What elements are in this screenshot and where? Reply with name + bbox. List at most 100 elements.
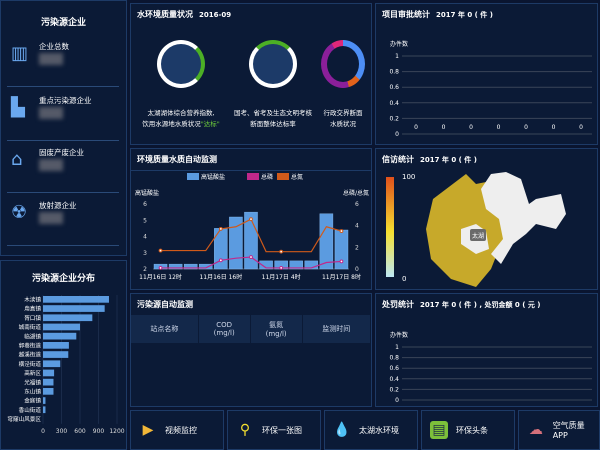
y-tick-label: 0.8 (389, 69, 399, 76)
data-point (218, 258, 223, 263)
y-axis-right-label: 总磷/总氮 (343, 189, 369, 197)
category-label: 郭巷街道 (19, 342, 42, 350)
bar (43, 332, 77, 340)
y-axis-left-label: 高锰酸盐 (135, 189, 159, 197)
gauge-1-caption: 太湖湖体综合营养指数, 饮用水源地水质状况"达标" (142, 109, 220, 128)
building-icon: ▥ (11, 43, 29, 64)
warning-building-icon: ▙ (11, 97, 25, 118)
project-sub: 2017 年 0 ( 件 ) (436, 11, 493, 19)
donut-caption: 行政交界断面 水质状况 (323, 109, 363, 128)
legend-max: 100 (402, 173, 416, 181)
source-table: 站点名称 COD (mg/l) 氨氮 (mg/l) 监测时间 (131, 315, 372, 343)
water-title: 水环境质量状况 (137, 10, 193, 19)
distribution-title: 污染源企业分布 (31, 274, 95, 284)
lake-label: 太湖 (472, 232, 484, 240)
data-point (218, 227, 223, 231)
legend-label: 高锰酸盐 (201, 173, 225, 181)
category-label: 甪直镇 (24, 305, 41, 313)
x-tick-label: 600 (74, 428, 86, 435)
petition-title: 信访统计 (382, 155, 414, 164)
gauge-2 (249, 40, 297, 88)
legend-swatch (277, 173, 289, 180)
video-icon: ▶ (142, 422, 154, 438)
taihu-water-button[interactable]: 💧 太湖水环境 (324, 410, 418, 450)
y-tick-label: 0.8 (389, 355, 399, 362)
bar (43, 406, 46, 414)
cloud-icon: ☁ (528, 422, 543, 438)
enterprise-item-radiation[interactable]: ☢ 放射源企业 (7, 194, 119, 246)
data-label: 0 (552, 124, 556, 131)
x-tick-label: 11月17日 4时 (262, 273, 301, 281)
category-label: 香山街道 (19, 406, 42, 414)
auto-title: 环境质量水质自动监测 (131, 149, 371, 171)
penalty-title: 处罚统计 (382, 300, 414, 309)
env-map-button[interactable]: ⚲ 环保一张图 (227, 410, 321, 450)
y-tick-left: 6 (143, 201, 147, 208)
bar (43, 397, 46, 404)
y-tick-label: 0.6 (389, 365, 399, 372)
data-point (158, 248, 163, 253)
auto-monitor-panel: 环境质量水质自动监测 高锰酸盐 总磷 总氮 高锰酸盐 总磷/总氮 2 3 4 5 6 0 2 4 6 11月… (130, 148, 372, 290)
category-label: 金庭镇 (24, 397, 41, 405)
col-time[interactable]: 监测时间 (302, 315, 372, 343)
project-title: 项目审批统计 (382, 10, 430, 19)
bar (43, 342, 69, 349)
category-label: 越溪街道 (19, 351, 42, 359)
y-tick-label: 0 (395, 397, 399, 404)
legend-label: 总氮 (291, 173, 303, 181)
bar (43, 360, 61, 368)
project-panel: 项目审批统计 2017 年 0 ( 件 ) 办件数 1 0.8 0.6 0.4 0.2 0 0 0… (375, 3, 598, 145)
y-tick-label: 0.2 (389, 115, 399, 122)
y-tick-right: 0 (355, 266, 359, 273)
col-ammonia[interactable]: 氨氮 (mg/l) (250, 315, 303, 343)
data-label: 0 (414, 124, 418, 131)
legend-swatch (247, 173, 259, 180)
col-station[interactable]: 站点名称 (131, 315, 199, 343)
x-tick-label: 0 (41, 428, 45, 435)
y-tick-label: 0.4 (389, 376, 399, 383)
category-label: 高新区 (24, 369, 41, 377)
enterprise-item-key[interactable]: ▙ 重点污染源企业 (7, 89, 119, 141)
legend-min: 0 (402, 275, 407, 283)
air-quality-app-button[interactable]: ☁ 空气质量APP (518, 410, 600, 450)
category-label: 光福镇 (24, 378, 41, 386)
region-map[interactable]: 太湖 (421, 169, 581, 289)
col-cod[interactable]: COD (mg/l) (198, 315, 251, 343)
data-point (279, 249, 284, 254)
category-label: 城南街道 (19, 323, 42, 331)
category-label: 木渎镇 (24, 296, 41, 304)
y-tick-label: 0.4 (389, 100, 399, 107)
bar (289, 260, 303, 270)
penalty-panel: 处罚统计 2017 年 0 ( 件 ) , 处罚金额 0 ( 元 ) 办件数 1 0.… (375, 293, 598, 407)
x-tick-label: 11月16日 12时 (139, 273, 182, 281)
enterprise-item-waste[interactable]: ⌂ 固废产废企业 (7, 141, 119, 193)
category-label: 临湖镇 (24, 332, 41, 340)
distribution-panel: 污染源企业分布 0 300 600 900 1200 木渎镇 甪直镇 胥口镇 城南街道 临湖镇 郭巷… (0, 260, 127, 450)
project-chart: 办件数 1 0.8 0.6 0.4 0.2 0 0 0 0 0 0 0 0 (389, 40, 592, 138)
visual-map-legend[interactable] (386, 177, 394, 277)
y-tick-right: 2 (355, 244, 359, 251)
x-tick-label: 300 (56, 428, 68, 435)
petition-sub: 2017 年 0 ( 件 ) (420, 156, 477, 164)
bar (319, 213, 334, 270)
bar (43, 323, 80, 331)
env-news-button[interactable]: ▤ 环保头条 (421, 410, 515, 450)
bar (199, 263, 213, 270)
factory-icon: ⌂ (11, 149, 23, 170)
data-label: 0 (442, 124, 446, 131)
data-label: 0 (524, 124, 528, 131)
data-point (339, 229, 344, 233)
legend-swatch (187, 173, 199, 180)
category-label: 横泾街道 (19, 360, 42, 368)
y-tick-label: 0.6 (389, 84, 399, 91)
x-tick-label: 11月17日 8时 (322, 273, 361, 281)
distribution-chart: 0 300 600 900 1200 木渎镇甪直镇胥口镇城南街道临湖镇郭巷街道越溪街道横泾… (7, 295, 125, 435)
legend-label: 总磷 (261, 173, 273, 181)
bar (259, 260, 273, 270)
enterprise-item-total[interactable]: ▥ 企业总数 (7, 35, 119, 87)
data-point (279, 266, 284, 270)
video-monitor-button[interactable]: ▶ 视频监控 (130, 410, 224, 450)
bar (229, 216, 243, 270)
enterprise-panel: 污染源企业 ▥ 企业总数 ▙ 重点污染源企业 ⌂ 固废产废企业 ☢ 放射源企业 (0, 0, 127, 256)
